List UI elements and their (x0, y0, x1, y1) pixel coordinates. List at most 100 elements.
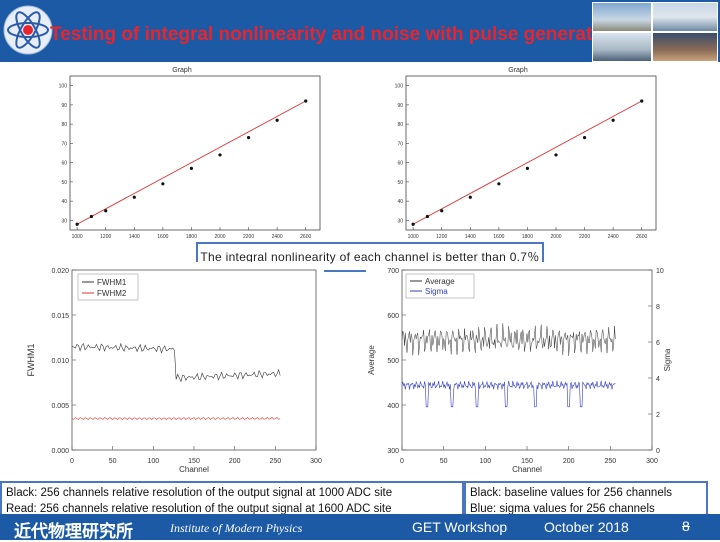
data-point (582, 136, 587, 140)
x-tick-label: 250 (269, 458, 281, 465)
y-tick-label: 700 (387, 268, 399, 275)
data-point (275, 118, 279, 122)
fwhm-graph-svg: 0 50 100 150 200 250 300 0.000 0.005 0.010 0.015 0.… (26, 268, 322, 474)
y-tick-label: 0.015 (51, 313, 69, 320)
top-left-graph-svg: Graph 1000 1200 1400 1600 1800 2000 2200 2400 26… (59, 67, 321, 240)
x-tick-label: 2200 (579, 234, 590, 240)
y-tick-label: 60 (61, 161, 67, 167)
series-sigma (401, 380, 616, 408)
plot-frame (69, 75, 321, 231)
x-tick-label: 2000 (214, 234, 225, 240)
data-point (611, 118, 615, 122)
data-point (189, 166, 194, 170)
y-tick-label: 70 (397, 141, 403, 147)
average-sigma-graph-svg: 0 50 100 150 200 250 300 300 400 500 600 700 0 2 4 6 8 10… (367, 268, 672, 474)
y-tick-label: 90 (61, 103, 67, 109)
y-tick-label: 30 (61, 218, 67, 224)
slide-title: Testing of integral nonlinearity and noi… (50, 24, 612, 45)
header-bar: Testing of integral nonlinearity and noi… (0, 0, 720, 62)
event-date: October 2018 (544, 519, 629, 535)
data-point (304, 99, 308, 103)
fit-line (76, 100, 306, 225)
x-tick-label: 1400 (129, 234, 140, 240)
x-tick-label: 2400 (608, 234, 619, 240)
x-tick-label: 200 (229, 458, 241, 465)
y-axis-label: FWHM1 (26, 344, 36, 377)
y-tick-label: 40 (397, 199, 403, 205)
legend-label: Sigma (425, 287, 448, 296)
y2-tick-label: 2 (656, 412, 660, 419)
data-point (411, 222, 415, 226)
y-tick-label: 500 (387, 358, 399, 365)
x-tick-label: 1600 (157, 234, 168, 240)
y-tick-label: 0.000 (51, 448, 69, 455)
x-tick-label: 1400 (465, 234, 476, 240)
x-axis-label: Channel (512, 465, 542, 474)
data-point (468, 195, 472, 199)
x-tick-label: 0 (400, 458, 404, 465)
data-point (440, 209, 444, 213)
x-tick-label: 50 (109, 458, 117, 465)
y2-tick-label: 4 (656, 376, 660, 383)
series-fwhm2 (71, 416, 281, 421)
caption-line: Read: 256 channels relative resolution o… (6, 503, 392, 515)
page-number: 8 (682, 518, 690, 534)
x-tick-label: 2200 (243, 234, 254, 240)
y-tick-label: 100 (59, 84, 68, 90)
x-tick-label: 1000 (408, 234, 419, 240)
data-point (75, 222, 79, 226)
x-tick-label: 50 (440, 458, 448, 465)
y-tick-label: 0.010 (51, 358, 69, 365)
average-sigma-graph: 0 50 100 150 200 250 300 300 400 500 600 700 0 2 4 6 8 10… (366, 262, 676, 484)
y-tick-label: 60 (397, 161, 403, 167)
legend-label: FWHM1 (97, 278, 127, 287)
x-tick-label: 0 (70, 458, 74, 465)
x-tick-label: 150 (521, 458, 533, 465)
data-point (246, 136, 251, 140)
x-tick-label: 300 (646, 458, 658, 465)
footer-bar: 近代物理研究所 Institute of Modern Physics GET … (0, 514, 720, 542)
caption-line: Blue: sigma values for 256 channels (470, 503, 655, 515)
x-tick-label: 100 (147, 458, 159, 465)
data-point (218, 153, 222, 157)
x-tick-label: 1000 (72, 234, 83, 240)
chart-title: Graph (508, 67, 528, 74)
data-point (89, 214, 94, 219)
data-point (104, 209, 108, 213)
data-point (640, 99, 644, 103)
top-left-graph: Graph 1000 1200 1400 1600 1800 2000 2200 2400 26… (36, 62, 328, 242)
top-right-graph-svg: Graph 1000 1200 1400 1600 1800 2000 2200 2400 26… (395, 67, 657, 240)
institute-chinese-name: 近代物理研究所 (14, 522, 133, 542)
y2-axis-label: Sigma (663, 348, 672, 371)
data-point (425, 214, 430, 219)
data-point (497, 182, 501, 186)
y2-tick-label: 10 (656, 268, 664, 275)
data-point (554, 153, 558, 157)
x-tick-label: 200 (563, 458, 575, 465)
x-tick-label: 250 (604, 458, 616, 465)
y-tick-label: 80 (61, 122, 67, 128)
y-tick-label: 400 (387, 403, 399, 410)
fit-line (412, 100, 642, 225)
y2-tick-label: 6 (656, 340, 660, 347)
series-fwhm1 (71, 342, 281, 383)
x-tick-label: 150 (188, 458, 200, 465)
x-tick-label: 1200 (436, 234, 447, 240)
event-name: GET Workshop (412, 519, 508, 535)
data-point (161, 182, 165, 186)
plot-frame (401, 269, 653, 451)
y-tick-label: 600 (387, 313, 399, 320)
legend-label: FWHM2 (97, 289, 127, 298)
x-tick-label: 300 (310, 458, 322, 465)
fwhm-graph: 0 50 100 150 200 250 300 0.000 0.005 0.010 0.015 0.… (24, 262, 324, 484)
y-tick-label: 50 (61, 180, 67, 186)
x-tick-label: 2000 (550, 234, 561, 240)
caption-line: Black: 256 channels relative resolution … (6, 487, 393, 499)
x-tick-label: 1800 (186, 234, 197, 240)
y-tick-label: 300 (387, 448, 399, 455)
top-right-graph: Graph 1000 1200 1400 1600 1800 2000 2200 2400 26… (372, 62, 664, 242)
y-tick-label: 0.020 (51, 268, 69, 275)
y-tick-label: 90 (397, 103, 403, 109)
plot-frame (405, 75, 657, 231)
header-photos (588, 0, 720, 62)
